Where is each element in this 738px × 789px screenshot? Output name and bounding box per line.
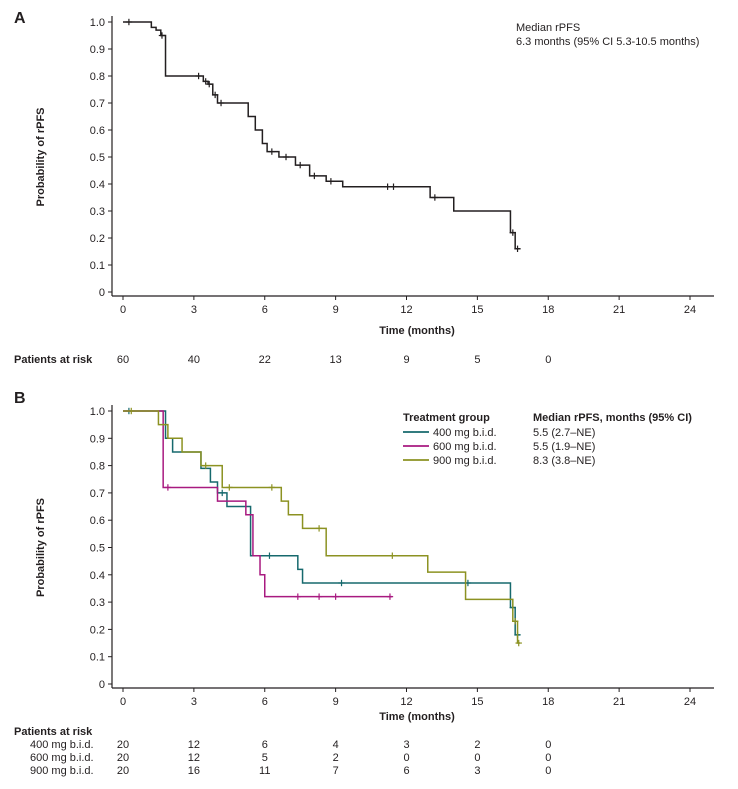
y-tick-label: 0.1	[90, 652, 105, 664]
x-tick-label: 18	[542, 696, 554, 708]
x-tick-label: 6	[262, 304, 268, 316]
legend-entry-value: 5.5 (1.9–NE)	[533, 441, 595, 453]
y-tick-label: 0.7	[90, 488, 105, 500]
y-tick-label: 0.4	[90, 179, 105, 191]
y-tick-label: 0.3	[90, 597, 105, 609]
y-tick-label: 0	[99, 679, 105, 691]
panel-b-label: B	[14, 390, 26, 407]
x-tick-label: 3	[191, 304, 197, 316]
y-tick-label: 0	[99, 287, 105, 299]
y-tick-label: 0.2	[90, 624, 105, 636]
y-tick-label: 0.2	[90, 233, 105, 245]
legend-entry-label: 400 mg b.i.d.	[433, 427, 497, 439]
legend-group-header: Treatment group	[403, 412, 490, 424]
at-risk-count: 60	[117, 354, 129, 366]
x-tick-label: 24	[684, 304, 696, 316]
y-tick-label: 0.6	[90, 125, 105, 137]
at-risk-count: 5	[474, 354, 480, 366]
at-risk-count: 40	[188, 354, 200, 366]
at-risk-count: 20	[117, 765, 129, 777]
at-risk-count: 6	[262, 739, 268, 751]
at-risk-count: 13	[330, 354, 342, 366]
y-tick-label: 0.8	[90, 71, 105, 83]
x-tick-label: 12	[400, 696, 412, 708]
panel-b-km-chart: 1.00.90.80.70.60.50.40.30.20.100 3 6 9 12 15 1…	[14, 405, 714, 777]
at-risk-count: 3	[403, 739, 409, 751]
at-risk-count: 7	[333, 765, 339, 777]
x-tick-label: 9	[333, 304, 339, 316]
y-axis-title: Probability of rPFS	[35, 498, 47, 597]
km-curve-600-mg-b-i-d	[123, 410, 393, 598]
y-axis-title: Probability of rPFS	[35, 107, 47, 206]
legend-entry-value: 5.5 (2.7–NE)	[533, 427, 595, 439]
x-tick-label: 6	[262, 696, 268, 708]
at-risk-header: Patients at risk	[14, 354, 93, 366]
y-tick-label: 0.7	[90, 98, 105, 110]
km-curve-900-mg-b-i-d	[123, 410, 520, 644]
legend-value-header: Median rPFS, months (95% CI)	[533, 412, 692, 424]
x-tick-label: 21	[613, 696, 625, 708]
x-tick-label: 9	[333, 696, 339, 708]
y-tick-label: 1.0	[90, 406, 105, 418]
legend-entry-label: 600 mg b.i.d.	[433, 441, 497, 453]
at-risk-count: 2	[474, 739, 480, 751]
at-risk-count: 22	[259, 354, 271, 366]
at-risk-count: 6	[403, 765, 409, 777]
at-risk-count: 2	[333, 752, 339, 764]
panel-a-label: A	[14, 10, 26, 27]
median-annotation: 6.3 months (95% CI 5.3-10.5 months)	[516, 36, 699, 48]
y-tick-label: 0.5	[90, 152, 105, 164]
km-curve-all-patients	[123, 21, 520, 250]
at-risk-count: 9	[403, 354, 409, 366]
at-risk-count: 0	[403, 752, 409, 764]
y-tick-label: 0.5	[90, 543, 105, 555]
y-tick-label: 0.9	[90, 44, 105, 56]
at-risk-count: 0	[545, 765, 551, 777]
x-tick-label: 3	[191, 696, 197, 708]
x-tick-label: 18	[542, 304, 554, 316]
at-risk-count: 20	[117, 739, 129, 751]
y-tick-label: 0.4	[90, 570, 105, 582]
at-risk-count: 16	[188, 765, 200, 777]
y-tick-label: 0.8	[90, 461, 105, 473]
x-tick-label: 24	[684, 696, 696, 708]
at-risk-count: 0	[474, 752, 480, 764]
km-curve-400-mg-b-i-d	[123, 410, 520, 636]
at-risk-count: 0	[545, 354, 551, 366]
x-tick-label: 15	[471, 304, 483, 316]
x-axis-title: Time (months)	[379, 711, 455, 723]
y-tick-label: 1.0	[90, 17, 105, 29]
at-risk-count: 11	[259, 765, 270, 777]
x-tick-label: 0	[120, 696, 126, 708]
at-risk-header: Patients at risk	[14, 726, 93, 738]
y-tick-label: 0.3	[90, 206, 105, 218]
y-tick-label: 0.9	[90, 433, 105, 445]
x-tick-label: 0	[120, 304, 126, 316]
at-risk-count: 4	[333, 739, 339, 751]
at-risk-count: 20	[117, 752, 129, 764]
y-tick-label: 0.6	[90, 515, 105, 527]
x-tick-label: 21	[613, 304, 625, 316]
x-tick-label: 12	[400, 304, 412, 316]
at-risk-row-label: 600 mg b.i.d.	[30, 752, 94, 764]
x-tick-label: 15	[471, 696, 483, 708]
at-risk-row-label: 400 mg b.i.d.	[30, 739, 94, 751]
at-risk-count: 12	[188, 739, 200, 751]
at-risk-count: 12	[188, 752, 200, 764]
at-risk-count: 0	[545, 752, 551, 764]
at-risk-count: 3	[474, 765, 480, 777]
at-risk-row-label: 900 mg b.i.d.	[30, 765, 94, 777]
x-axis-title: Time (months)	[379, 325, 455, 337]
panel-a-km-chart: 1.0 0.9 0.8 0.7 0.6 0.5 0.4 0.3 0.2 0.1 0 0 3 6 9 12 15 1…	[14, 16, 714, 366]
median-annotation: Median rPFS	[516, 22, 580, 34]
at-risk-count: 0	[545, 739, 551, 751]
legend-entry-label: 900 mg b.i.d.	[433, 455, 497, 467]
at-risk-count: 5	[262, 752, 268, 764]
y-tick-label: 0.1	[90, 260, 105, 272]
legend-entry-value: 8.3 (3.8–NE)	[533, 455, 595, 467]
